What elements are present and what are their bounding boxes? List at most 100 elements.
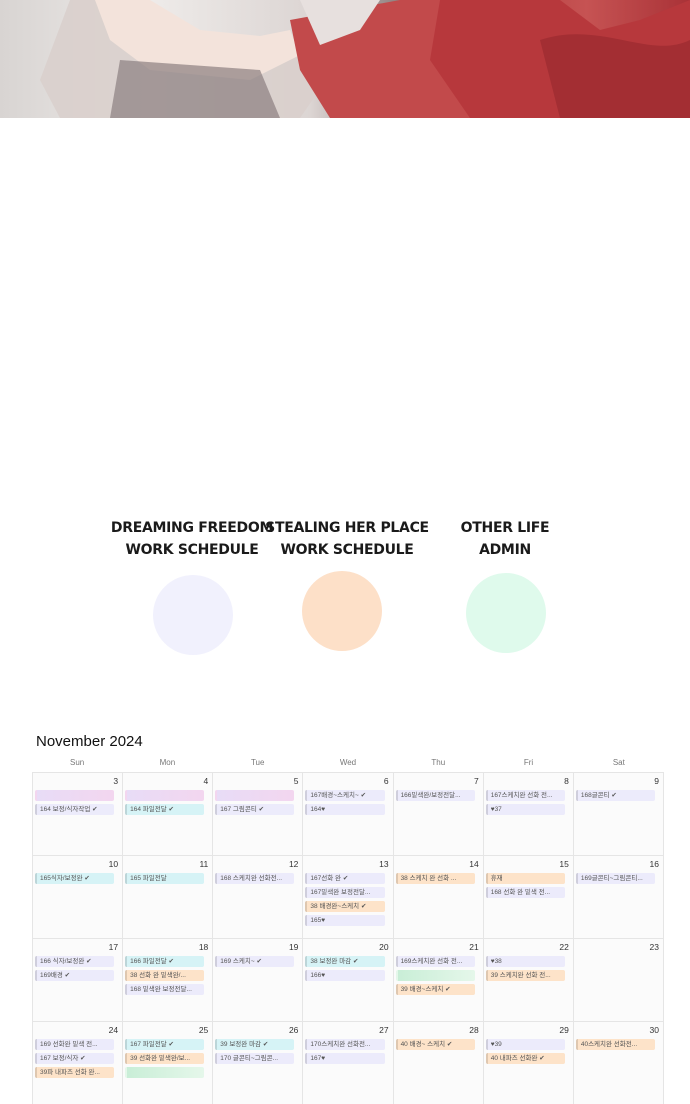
calendar-event[interactable]: 170스케치완 선화전... (305, 1039, 385, 1050)
calendar-event[interactable]: 166♥ (305, 970, 385, 981)
calendar-event[interactable]: 169 선화완 밑색 전... (35, 1039, 115, 1050)
calendar-day-cell[interactable]: 26 39 보정완 마감 ✔ 170 글콘티~그림콘... (213, 1022, 304, 1104)
weekday-label: Mon (159, 758, 176, 767)
calendar-day-cell[interactable]: 8 167스케치완 선화 전... ♥37 (483, 773, 574, 856)
calendar-day-cell[interactable]: 18 166 파일전달 ✔ 38 선화 완 밑색완/... 168 밑색완 보정전달.… (123, 939, 214, 1022)
calendar-day-cell[interactable]: 3 164 보정/식자작업 ✔ (33, 773, 124, 856)
calendar-event[interactable]: 39파 내파즈 선화 완... (35, 1067, 115, 1078)
calendar-day-cell[interactable]: 12 168 스케치완 선화전... (213, 856, 304, 939)
calendar-event[interactable] (125, 1067, 205, 1078)
calendar-event[interactable]: 168 스케치완 선화전... (215, 873, 295, 884)
calendar-event[interactable]: 40 내파즈 선화완 ✔ (485, 1053, 565, 1064)
day-number: 9 (654, 776, 659, 786)
calendar-event[interactable]: 39 스케치완 선화 전... (485, 970, 565, 981)
calendar-day-cell[interactable]: 5 167 그림콘티 ✔ (213, 773, 304, 856)
calendar-day-cell[interactable]: 9 168글콘티 ✔ (573, 773, 664, 856)
calendar-day-cell[interactable]: 19 169 스케치~ ✔ (213, 939, 304, 1022)
day-events: 165 파일전달 (125, 873, 205, 887)
calendar-day-cell[interactable]: 11 165 파일전달 (123, 856, 214, 939)
calendar-event[interactable]: 38 보정완 마감 ✔ (305, 956, 385, 967)
calendar-day-cell[interactable]: 15 휴재 168 선화 완 밑색 전... (483, 856, 574, 939)
day-events: 40스케치완 선화전... (575, 1039, 655, 1053)
day-number: 26 (288, 1025, 299, 1035)
calendar-event[interactable]: 169배경 ✔ (35, 970, 115, 981)
calendar-event[interactable]: 168 선화 완 밑색 전... (485, 887, 565, 898)
calendar-event[interactable]: 168글콘티 ✔ (575, 790, 655, 801)
illustration-figures (40, 0, 690, 118)
day-events: 170스케치완 선화전... 167♥ (305, 1039, 385, 1067)
day-events: ♥38 39 스케치완 선화 전... (485, 956, 565, 984)
calendar-event[interactable]: 164 보정/식자작업 ✔ (35, 804, 115, 815)
day-events: 휴재 168 선화 완 밑색 전... (485, 873, 565, 901)
calendar-day-cell[interactable]: 20 38 보정완 마감 ✔ 166♥ (303, 939, 394, 1022)
calendar-event[interactable]: 39 선화완 밑색완/보... (125, 1053, 205, 1064)
calendar-event[interactable]: 168 밑색완 보정전달... (125, 984, 205, 995)
calendar-event[interactable]: 40 배경~ 스케치 ✔ (395, 1039, 475, 1050)
calendar-event[interactable]: 169스케치완 선화 전... (395, 956, 475, 967)
calendar-day-cell[interactable]: 16 169글콘티~그림콘티... (573, 856, 664, 939)
calendar-day-cell[interactable]: 30 40스케치완 선화전... (573, 1022, 664, 1104)
calendar-day-cell[interactable]: 29 ♥39 40 내파즈 선화완 ✔ (483, 1022, 574, 1104)
day-events: 167 파일전달 ✔ 39 선화완 밑색완/보... (125, 1039, 205, 1081)
calendar-event[interactable]: 167선화 완 ✔ (305, 873, 385, 884)
calendar-event[interactable]: 165 파일전달 (125, 873, 205, 884)
calendar-event[interactable] (125, 790, 205, 801)
calendar-day-cell[interactable]: 22 ♥38 39 스케치완 선화 전... (483, 939, 574, 1022)
calendar-event[interactable]: ♥37 (485, 804, 565, 815)
calendar-event[interactable]: 40스케치완 선화전... (575, 1039, 655, 1050)
calendar-event[interactable]: 169 스케치~ ✔ (215, 956, 295, 967)
day-number: 17 (108, 942, 119, 952)
calendar-event[interactable]: 167배경~스케치~ ✔ (305, 790, 385, 801)
calendar-event[interactable]: 167 보정/식자 ✔ (35, 1053, 115, 1064)
calendar-event[interactable]: 38 배경완~스케치 ✔ (305, 901, 385, 912)
calendar-day-cell[interactable]: 13 167선화 완 ✔ 167밑색완 보정전달... 38 배경완~스케치 ✔ 165… (303, 856, 394, 939)
calendar-event[interactable]: 166밑색완/보정전달... (395, 790, 475, 801)
day-events: 167 그림콘티 ✔ (215, 790, 295, 818)
calendar-day-cell[interactable]: 23 (573, 939, 664, 1022)
calendar-event[interactable]: 164♥ (305, 804, 385, 815)
calendar-event[interactable]: ♥38 (485, 956, 565, 967)
calendar-day-cell[interactable]: 14 38 스케치 완 선화 ... (393, 856, 484, 939)
calendar-event[interactable]: 38 스케치 완 선화 ... (395, 873, 475, 884)
calendar-event[interactable]: 38 선화 완 밑색완/... (125, 970, 205, 981)
calendar-event[interactable]: 167 그림콘티 ✔ (215, 804, 295, 815)
calendar-event[interactable]: 169글콘티~그림콘티... (575, 873, 655, 884)
calendar-event[interactable]: 39 배경~스케치 ✔ (395, 984, 475, 995)
calendar-event[interactable]: 164 파일전달 ✔ (125, 804, 205, 815)
day-number: 4 (203, 776, 209, 786)
calendar-day-cell[interactable]: 6 167배경~스케치~ ✔ 164♥ (303, 773, 394, 856)
calendar-event[interactable]: 휴재 (485, 873, 565, 884)
calendar-event[interactable]: 167스케치완 선화 전... (485, 790, 565, 801)
calendar-event[interactable]: ♥39 (485, 1039, 565, 1050)
calendar-day-cell[interactable]: 27 170스케치완 선화전... 167♥ (303, 1022, 394, 1104)
calendar-day-cell[interactable]: 7 166밑색완/보정전달... (393, 773, 484, 856)
day-events: 168 스케치완 선화전... (215, 873, 295, 887)
calendar-event[interactable]: 167 파일전달 ✔ (125, 1039, 205, 1050)
day-events: ♥39 40 내파즈 선화완 ✔ (485, 1039, 565, 1067)
day-events: 165식자/보정완 ✔ (35, 873, 115, 887)
calendar-day-cell[interactable]: 17 166 식자/보정완 ✔ 169배경 ✔ (33, 939, 124, 1022)
calendar-event[interactable]: 170 글콘티~그림콘... (215, 1053, 295, 1064)
calendar-day-cell[interactable]: 4 164 파일전달 ✔ (123, 773, 214, 856)
calendar-day-cell[interactable]: 28 40 배경~ 스케치 ✔ (393, 1022, 484, 1104)
calendar-day-cell[interactable]: 25 167 파일전달 ✔ 39 선화완 밑색완/보... (123, 1022, 214, 1104)
day-events: 167배경~스케치~ ✔ 164♥ (305, 790, 385, 818)
calendar-event[interactable]: 167♥ (305, 1053, 385, 1064)
calendar-day-cell[interactable]: 10 165식자/보정완 ✔ (33, 856, 124, 939)
calendar-day-cell[interactable]: 21 169스케치완 선화 전... 39 배경~스케치 ✔ (393, 939, 484, 1022)
calendar-event[interactable]: 166 파일전달 ✔ (125, 956, 205, 967)
calendar-event[interactable]: 166 식자/보정완 ✔ (35, 956, 115, 967)
calendar-day-cell[interactable]: 24 169 선화완 밑색 전... 167 보정/식자 ✔ 39파 내파즈 선화 완… (33, 1022, 124, 1104)
legend-color-swatch-lavender (153, 575, 233, 655)
calendar-event[interactable] (35, 790, 115, 801)
day-events: 40 배경~ 스케치 ✔ (395, 1039, 475, 1053)
day-events: 164 파일전달 ✔ (125, 790, 205, 818)
calendar-weekday-header: Sun Mon Tue Wed Thu Fri Sat (32, 758, 664, 772)
calendar-event[interactable]: 165♥ (305, 915, 385, 926)
calendar-event[interactable]: 165식자/보정완 ✔ (35, 873, 115, 884)
calendar-event[interactable] (395, 970, 475, 981)
day-events: 169 선화완 밑색 전... 167 보정/식자 ✔ 39파 내파즈 선화 완..… (35, 1039, 115, 1081)
calendar-event[interactable] (215, 790, 295, 801)
calendar-event[interactable]: 167밑색완 보정전달... (305, 887, 385, 898)
calendar-event[interactable]: 39 보정완 마감 ✔ (215, 1039, 295, 1050)
